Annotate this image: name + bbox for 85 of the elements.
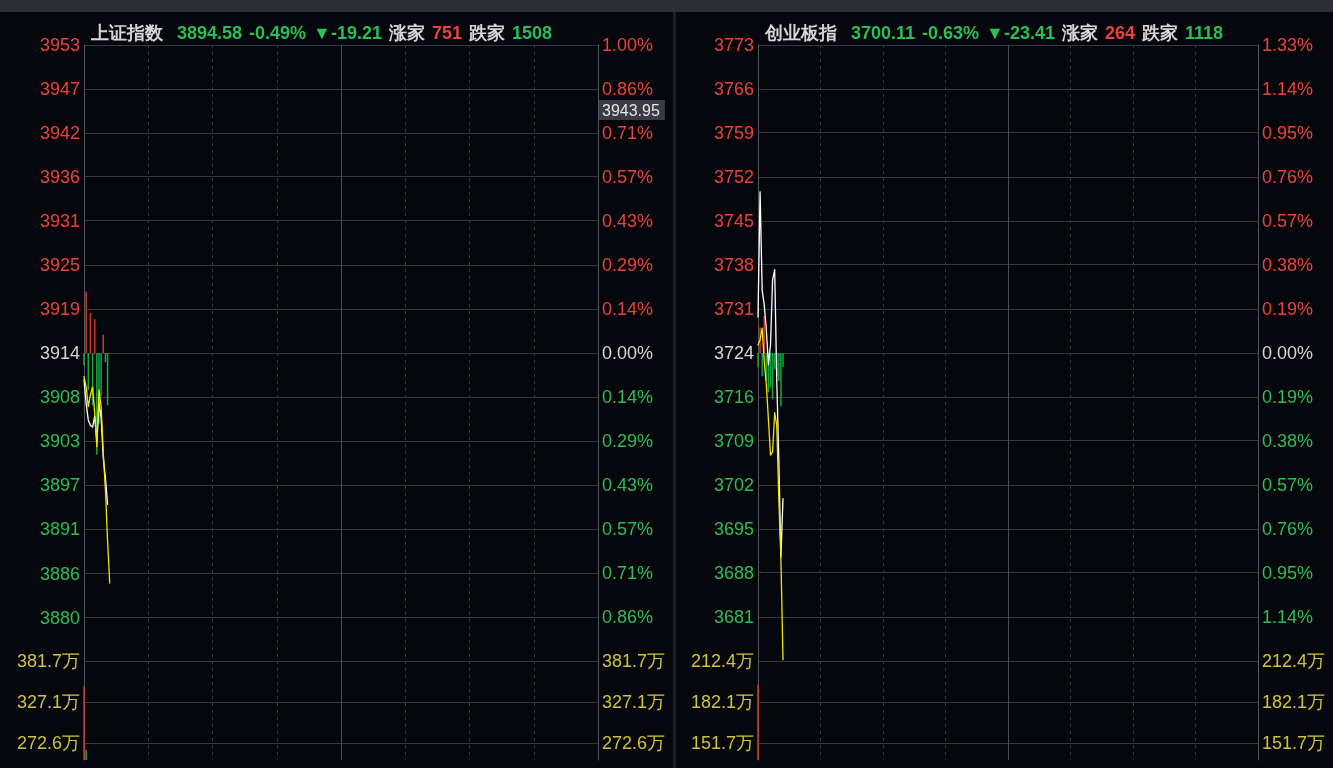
text: -0.63% bbox=[922, 23, 980, 43]
y2-tick-label: 151.7万 bbox=[1262, 733, 1326, 754]
y-tick-label: 3709 bbox=[713, 430, 754, 451]
text: 3943.95 bbox=[602, 101, 660, 119]
y2-tick-label: 0.95% bbox=[1262, 123, 1314, 144]
y-tick-label: 3880 bbox=[39, 607, 80, 628]
y2-tick-label: 0.29% bbox=[602, 254, 654, 275]
y2-tick-label: 182.1万 bbox=[1262, 692, 1326, 713]
y-tick-label: 3759 bbox=[713, 122, 754, 143]
y-tick-label: 151.7万 bbox=[690, 733, 754, 754]
y2-tick-label: 0.57% bbox=[1262, 210, 1314, 231]
y2-tick-label: 0.71% bbox=[602, 123, 654, 144]
y-tick-label: 3925 bbox=[39, 254, 80, 275]
y2-tick-label: 1.14% bbox=[1262, 606, 1314, 627]
y-tick-label: 3914 bbox=[39, 343, 80, 363]
y2-tick-label: 327.1万 bbox=[602, 692, 666, 713]
text: 涨家 bbox=[1060, 23, 1098, 43]
y-tick-label: 212.4万 bbox=[690, 651, 754, 671]
y2-tick-label: 0.57% bbox=[1262, 475, 1314, 496]
y2-tick-label: 0.00% bbox=[1262, 343, 1314, 363]
y-tick-label: 327.1万 bbox=[16, 692, 80, 713]
y-tick-label: 272.6万 bbox=[16, 733, 80, 754]
y2-tick-label: 0.38% bbox=[1262, 254, 1314, 275]
y2-tick-label: 0.86% bbox=[602, 79, 654, 100]
y2-tick-label: 0.57% bbox=[602, 518, 654, 539]
text: ▼-23.41 bbox=[986, 23, 1055, 43]
y-tick-label: 3716 bbox=[713, 387, 754, 408]
y-tick-label: 381.7万 bbox=[16, 651, 80, 671]
y-tick-label: 3738 bbox=[713, 254, 754, 275]
text: -0.49% bbox=[249, 23, 307, 43]
text: 跌家 bbox=[467, 23, 505, 43]
y2-tick-label: 381.7万 bbox=[602, 651, 666, 671]
text: 3894.58 bbox=[177, 23, 243, 43]
y2-tick-label: 0.43% bbox=[602, 210, 654, 231]
text: ▼-19.21 bbox=[313, 23, 382, 43]
y-tick-label: 3773 bbox=[713, 35, 754, 55]
y-tick-label: 3681 bbox=[713, 606, 754, 627]
y-tick-label: 3942 bbox=[39, 123, 80, 144]
text: 跌家 bbox=[1140, 23, 1178, 43]
y2-tick-label: 0.38% bbox=[1262, 431, 1314, 452]
y2-tick-label: 0.14% bbox=[602, 298, 654, 319]
y2-tick-label: 0.29% bbox=[602, 431, 654, 452]
y-tick-label: 3752 bbox=[713, 166, 754, 187]
y2-tick-label: 272.6万 bbox=[602, 733, 666, 754]
y-tick-label: 3931 bbox=[39, 210, 80, 231]
y2-tick-label: 0.00% bbox=[602, 343, 654, 363]
y2-tick-label: 212.4万 bbox=[1262, 651, 1326, 671]
y2-tick-label: 0.76% bbox=[1262, 518, 1314, 539]
y-tick-label: 3953 bbox=[39, 35, 80, 55]
y-tick-label: 3695 bbox=[713, 519, 754, 540]
y2-tick-label: 0.86% bbox=[602, 606, 654, 627]
text: 751 bbox=[431, 23, 462, 43]
y2-tick-label: 0.19% bbox=[1262, 298, 1314, 319]
y2-tick-label: 0.76% bbox=[1262, 167, 1314, 188]
y2-tick-label: 0.43% bbox=[602, 475, 654, 496]
chart-title: 上证指数 bbox=[90, 23, 164, 43]
y-tick-label: 3936 bbox=[39, 166, 80, 187]
text: 1508 bbox=[511, 23, 553, 43]
y-tick-label: 3886 bbox=[39, 563, 80, 584]
text: 264 bbox=[1104, 23, 1135, 43]
y-tick-label: 3731 bbox=[713, 298, 754, 319]
y-tick-label: 3688 bbox=[713, 562, 754, 583]
text: 涨家 bbox=[387, 23, 425, 43]
text: 3700.11 bbox=[851, 23, 916, 43]
y2-tick-label: 0.95% bbox=[1262, 562, 1314, 583]
y-tick-label: 3724 bbox=[713, 343, 754, 363]
y-tick-label: 3702 bbox=[713, 474, 754, 495]
y-tick-label: 3903 bbox=[39, 431, 80, 452]
y2-tick-label: 0.71% bbox=[602, 562, 654, 583]
y-tick-label: 3947 bbox=[39, 79, 80, 100]
y2-tick-label: 0.19% bbox=[1262, 387, 1314, 408]
y2-tick-label: 0.14% bbox=[602, 387, 654, 408]
text: 1118 bbox=[1184, 23, 1224, 43]
chart-title: 创业板指 bbox=[764, 23, 837, 43]
y-tick-label: 182.1万 bbox=[690, 692, 754, 713]
y-tick-label: 3745 bbox=[713, 211, 754, 232]
y-tick-label: 3908 bbox=[39, 387, 80, 408]
y2-tick-label: 1.00% bbox=[602, 35, 654, 55]
y-tick-label: 3891 bbox=[39, 519, 80, 540]
y2-tick-label: 1.33% bbox=[1262, 35, 1314, 55]
y-tick-label: 3897 bbox=[39, 475, 80, 496]
y-tick-label: 3766 bbox=[713, 79, 754, 100]
y2-tick-label: 0.57% bbox=[602, 167, 654, 188]
y2-tick-label: 1.14% bbox=[1262, 79, 1314, 100]
y-tick-label: 3919 bbox=[39, 298, 80, 319]
